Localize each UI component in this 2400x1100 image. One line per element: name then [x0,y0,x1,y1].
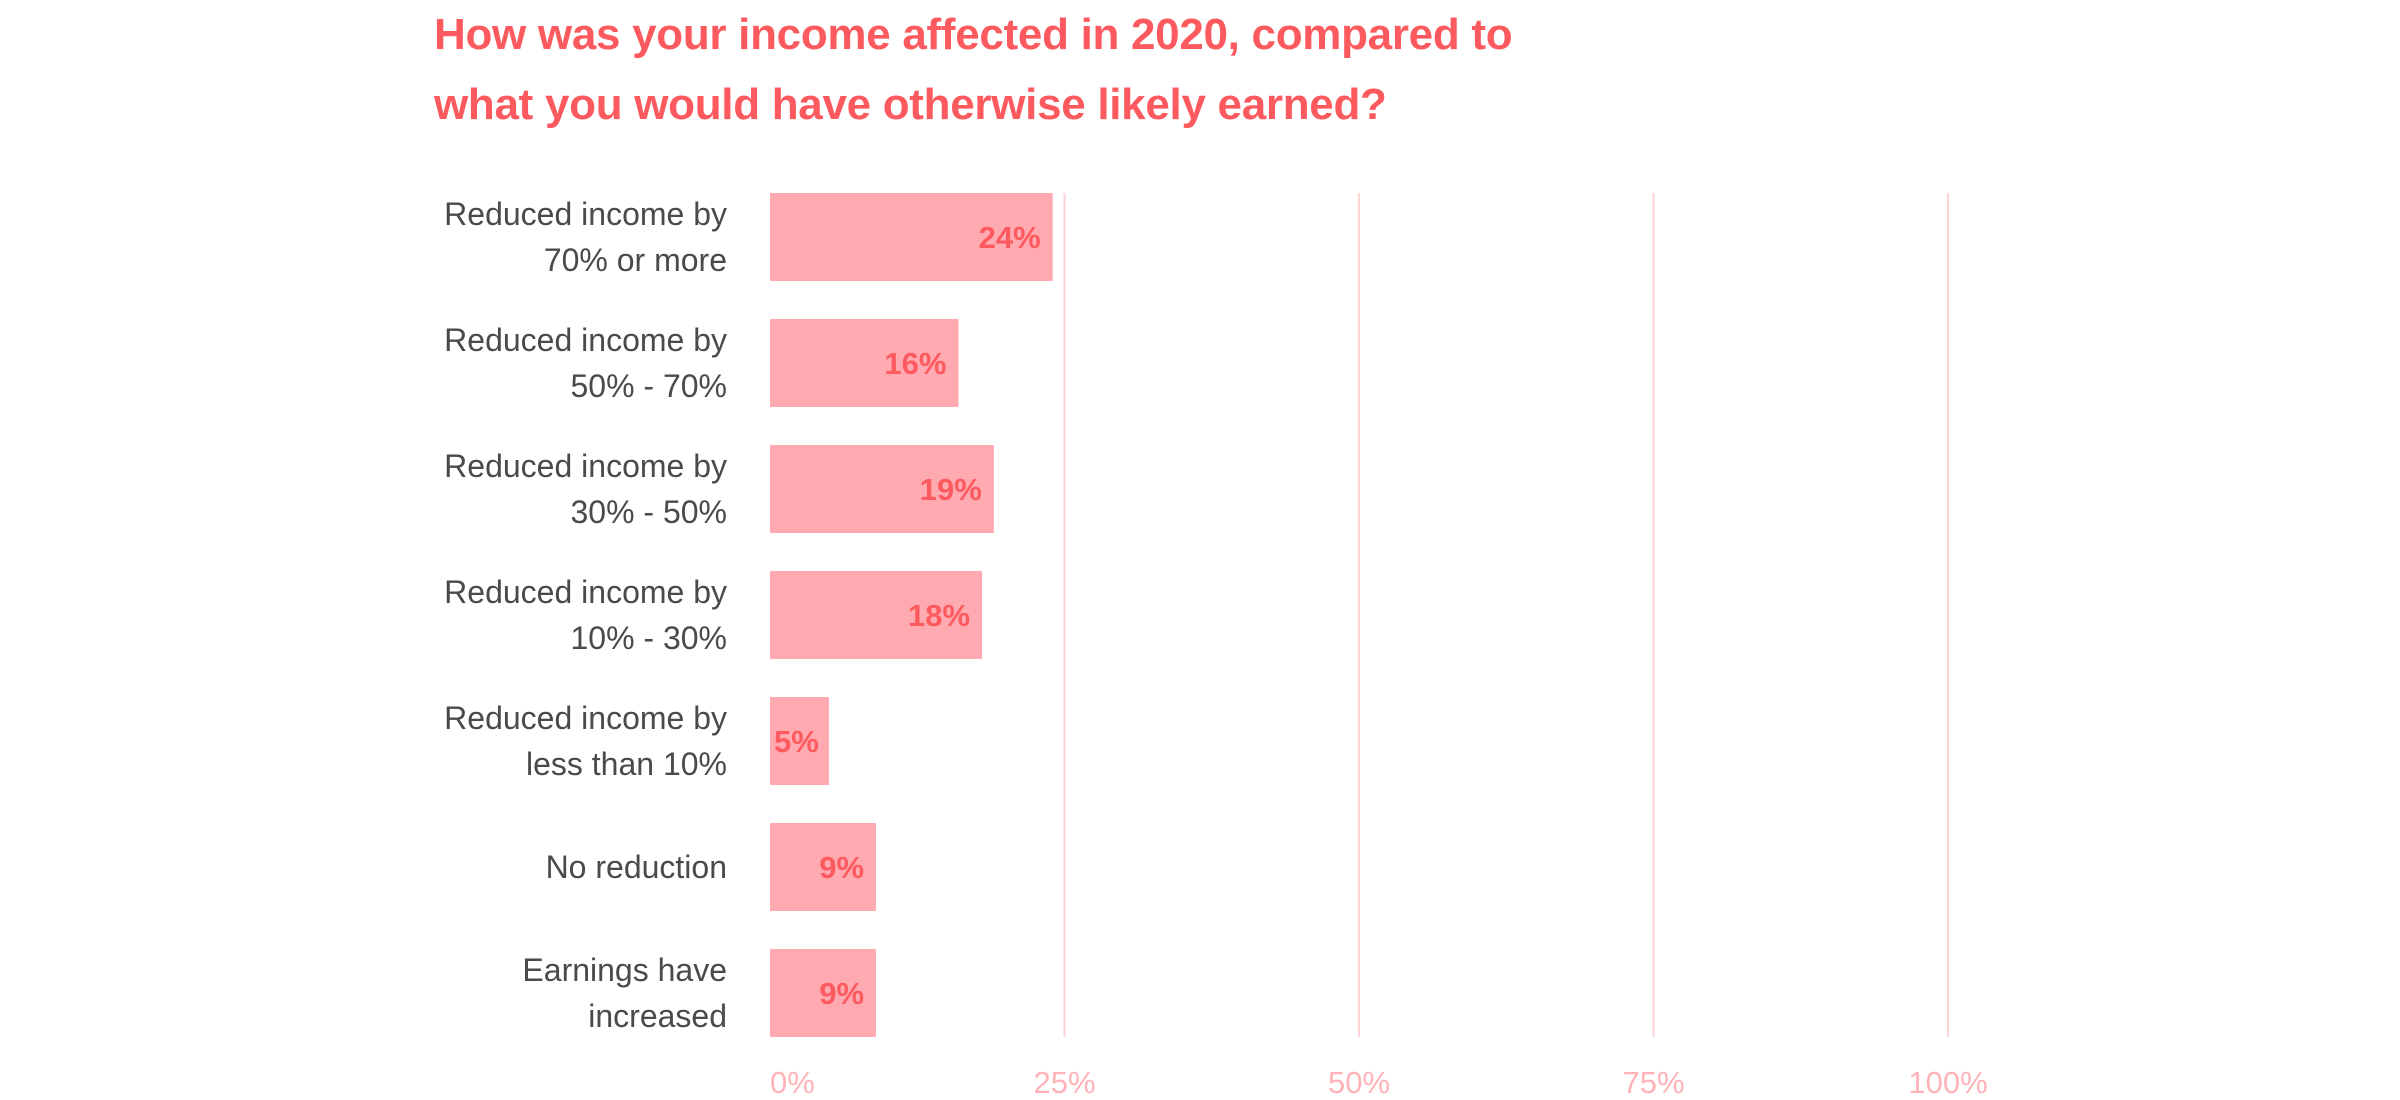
value-label-6: 9% [819,976,864,1011]
bar-1 [770,319,959,407]
category-label-6-line-0: Earnings have [522,952,727,988]
category-label-5-line-0: No reduction [546,849,727,885]
bar-2 [770,445,994,533]
value-label-1: 16% [884,346,946,381]
category-label-2-line-1: 30% - 50% [570,494,727,530]
category-label-4-line-0: Reduced income by [444,700,727,736]
value-label-3: 18% [908,598,970,633]
x-axis-tick-labels: 0% 25% 50% 75% 100% [770,1065,1988,1100]
chart-title-line-2: what you would have otherwise likely ear… [434,80,1387,129]
tick-label-75: 75% [1622,1065,1684,1100]
category-label-1-line-1: 50% - 70% [570,368,727,404]
bar-5 [770,823,877,911]
category-label-3-line-1: 10% - 30% [570,620,727,656]
category-label-0-line-1: 70% or more [544,242,727,278]
bar-3 [770,571,983,659]
category-label-4-line-1: less than 10% [526,746,727,782]
category-labels: Reduced income by 70% or more Reduced inco… [444,196,727,1034]
gridlines [1063,193,1949,1037]
category-label-1-line-0: Reduced income by [444,322,727,358]
tick-label-25: 25% [1033,1065,1095,1100]
category-label-6-line-1: increased [588,998,727,1034]
chart-title-line-1: How was your income affected in 2020, co… [434,10,1513,59]
tick-label-0: 0% [770,1065,815,1100]
bar-4 [770,697,829,785]
value-labels: 24% 16% 19% 18% 5% 9% 9% [774,220,1041,1011]
tick-label-50: 50% [1328,1065,1390,1100]
chart-title: How was your income affected in 2020, co… [434,0,1734,140]
value-label-2: 19% [920,472,982,507]
category-label-0-line-0: Reduced income by [444,196,727,232]
value-label-5: 9% [819,850,864,885]
category-label-2-line-0: Reduced income by [444,448,727,484]
tick-label-100: 100% [1908,1065,1987,1100]
value-label-4: 5% [774,724,819,759]
bar-0 [770,193,1053,281]
category-label-3-line-0: Reduced income by [444,574,727,610]
bars [770,193,1053,1037]
bar-6 [770,949,877,1037]
value-label-0: 24% [979,220,1041,255]
